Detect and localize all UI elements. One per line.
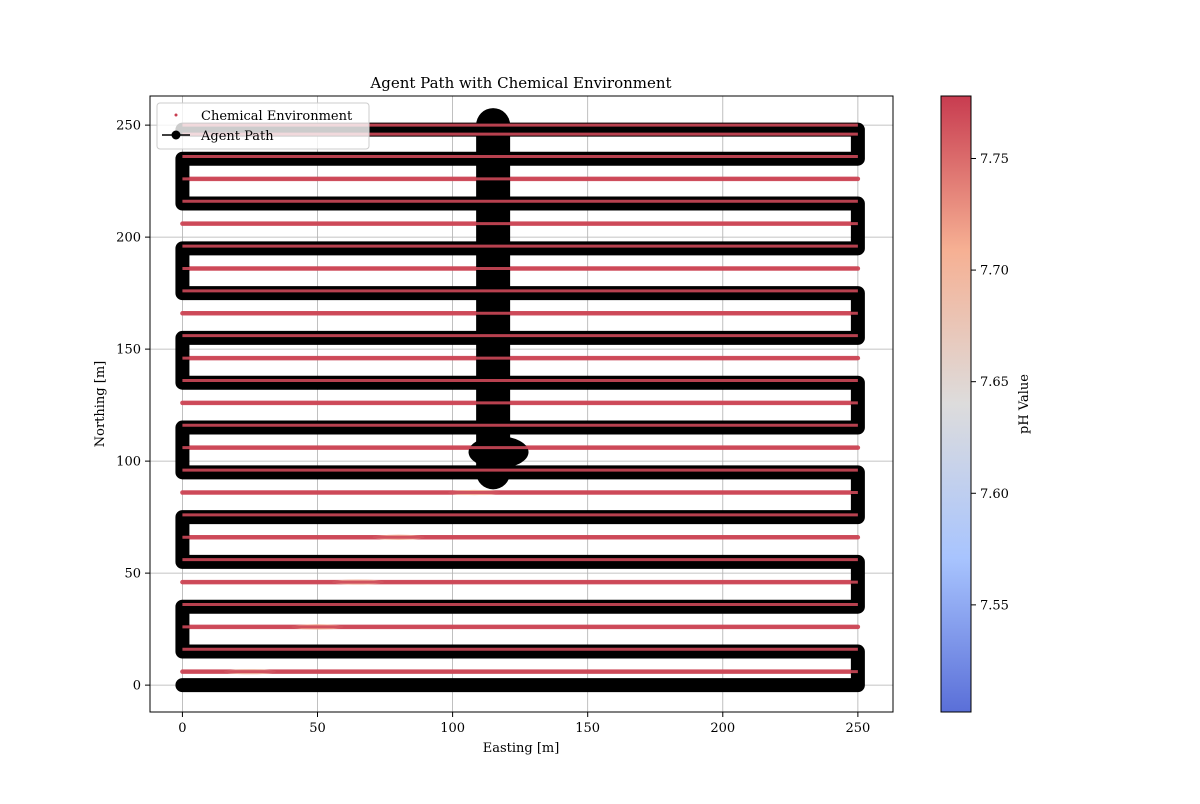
y-tick-label: 200 — [116, 231, 141, 246]
chart-title: Agent Path with Chemical Environment — [369, 74, 671, 92]
colorbar-tick-label: 7.60 — [980, 487, 1009, 502]
agent-path-hotspot — [468, 436, 529, 469]
y-tick-label: 100 — [116, 455, 141, 470]
y-axis-label: Northing [m] — [93, 361, 108, 447]
x-tick-label: 200 — [710, 721, 735, 736]
plot-area: 0 50 100 150 200 250 0 50 100 150 200 250 — [116, 95, 894, 736]
x-axis-label: Easting [m] — [483, 741, 560, 756]
x-tick-label: 150 — [575, 721, 600, 736]
y-tick-label: 50 — [124, 567, 141, 582]
legend-marker-environment — [174, 113, 178, 117]
colorbar-tick-label: 7.75 — [980, 152, 1009, 167]
legend-label-environment: Chemical Environment — [201, 109, 353, 124]
legend: Chemical Environment Agent Path — [156, 102, 370, 150]
x-tick-label: 50 — [309, 721, 326, 736]
colorbar-tick-label: 7.65 — [980, 375, 1009, 390]
colorbar-label: pH Value — [1017, 374, 1032, 434]
colorbar-tick-label: 7.55 — [980, 598, 1009, 613]
y-tick-label: 150 — [116, 343, 141, 358]
y-tick-label: 250 — [116, 119, 141, 134]
x-tick-label: 0 — [178, 721, 186, 736]
legend-box — [156, 102, 370, 150]
axes-frame — [149, 95, 894, 713]
agent-path-line — [175, 122, 865, 693]
colorbar-tick-label: 7.70 — [980, 264, 1009, 279]
legend-label-agent: Agent Path — [200, 129, 274, 144]
legend-marker-agent — [171, 130, 181, 140]
x-tick-label: 250 — [845, 721, 870, 736]
colorbar: 7.55 7.60 7.65 7.70 7.75 — [940, 95, 1009, 713]
colorbar-bar — [940, 95, 972, 713]
x-tick-label: 100 — [440, 721, 465, 736]
y-tick-label: 0 — [133, 679, 141, 694]
plot-content — [175, 108, 865, 693]
